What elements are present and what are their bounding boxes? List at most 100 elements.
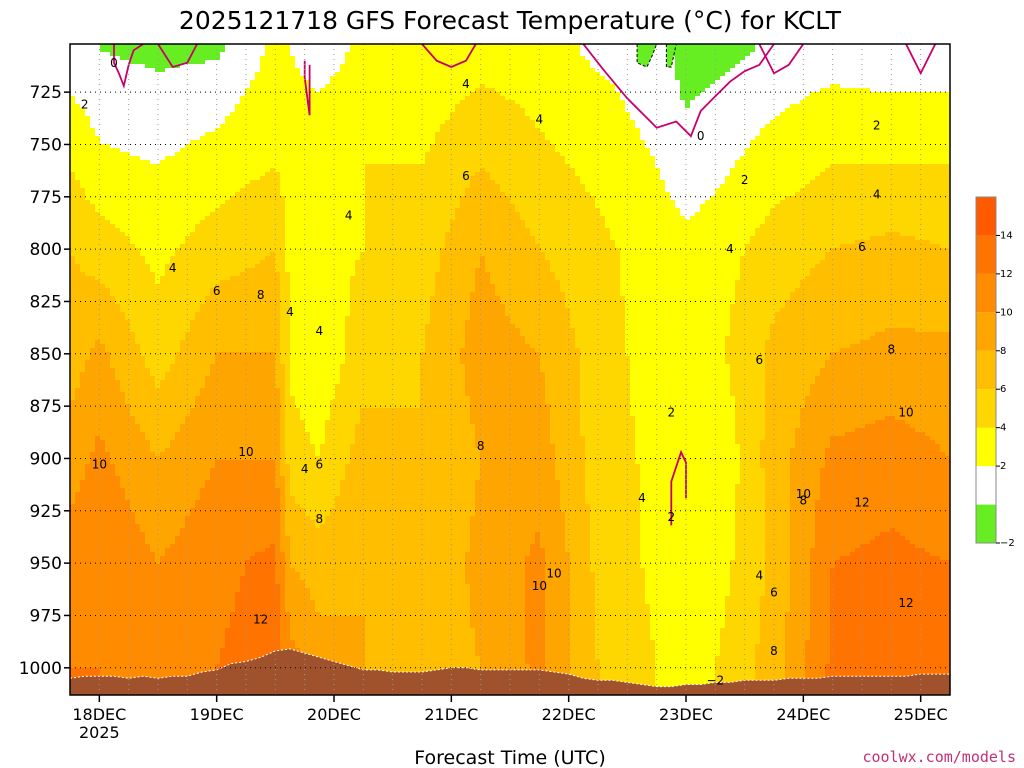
field-cell [750, 140, 756, 237]
field-cell [415, 408, 421, 695]
field-cell [570, 168, 576, 329]
field-cell [735, 484, 741, 695]
field-cell [485, 44, 491, 89]
field-cell [265, 256, 271, 353]
field-cell [470, 176, 476, 293]
field-cell [875, 332, 881, 421]
field-cell [620, 296, 626, 695]
field-cell [815, 500, 821, 695]
freezing-line [758, 44, 805, 75]
field-cell [925, 92, 931, 165]
field-cell [910, 544, 916, 695]
field-cell [440, 124, 446, 249]
field-cell [320, 44, 326, 89]
field-cell [825, 252, 831, 361]
field-cell [95, 44, 101, 137]
field-cell [245, 460, 251, 561]
field-cell [945, 92, 950, 165]
field-cell [170, 364, 176, 441]
field-cell [805, 44, 811, 97]
colorbar-tick-label: 4 [1000, 423, 1006, 434]
field-cell [435, 132, 441, 273]
field-cell [315, 456, 321, 529]
field-cell [695, 212, 701, 695]
field-cell [155, 44, 161, 73]
field-cell [845, 88, 851, 165]
field-cell [805, 640, 811, 695]
field-cell [860, 428, 866, 545]
field-cell [855, 164, 861, 241]
field-cell [555, 480, 561, 695]
field-cell [235, 460, 241, 593]
field-cell [395, 164, 401, 409]
field-cell [945, 248, 950, 333]
field-cell [380, 164, 386, 409]
colorbar-tick-label: −2 [1000, 538, 1015, 549]
field-cell [210, 212, 216, 289]
field-cell [820, 468, 826, 695]
field-cell [395, 44, 401, 165]
field-cell [930, 244, 936, 333]
field-cell [210, 60, 216, 133]
field-cell [535, 44, 541, 129]
field-cell [870, 540, 876, 695]
field-cell [110, 56, 116, 149]
field-cell [155, 284, 161, 389]
field-cell [90, 128, 96, 205]
field-cell [895, 92, 901, 165]
contour-label: 10 [546, 567, 561, 581]
field-cell [110, 148, 116, 225]
field-cell [420, 352, 426, 695]
field-cell [210, 132, 216, 213]
field-cell [200, 44, 206, 65]
field-cell [865, 88, 871, 165]
field-cell [385, 164, 391, 409]
field-cell [840, 436, 846, 557]
credit-link[interactable]: coolwx.com/models [862, 748, 1016, 766]
field-cell [320, 444, 326, 525]
field-cell [245, 560, 251, 695]
contour-label: 2 [668, 510, 676, 524]
field-cell [115, 380, 121, 477]
field-cell [750, 236, 756, 695]
field-cell [775, 116, 781, 205]
field-cell [195, 44, 201, 65]
field-cell [875, 420, 881, 537]
field-cell [795, 104, 801, 193]
field-cell [90, 452, 96, 669]
field-cell [190, 508, 196, 695]
field-cell [130, 244, 136, 333]
field-cell [115, 304, 121, 381]
field-cell [305, 44, 311, 81]
field-cell [300, 420, 306, 509]
field-cell [275, 488, 281, 585]
field-cell [590, 196, 596, 573]
field-cell [215, 284, 221, 353]
field-cell [380, 408, 386, 695]
field-cell [195, 396, 201, 501]
field-cell [95, 340, 101, 437]
field-cell [220, 52, 226, 125]
field-cell [845, 44, 851, 89]
field-cell [845, 432, 851, 557]
field-cell [150, 164, 156, 273]
field-cell [760, 128, 766, 225]
field-cell [840, 164, 846, 245]
field-cell [535, 532, 541, 695]
field-cell [290, 568, 296, 641]
field-cell [845, 556, 851, 695]
field-cell [540, 252, 546, 373]
field-cell [560, 512, 566, 695]
field-cell [325, 516, 331, 617]
field-cell [765, 124, 771, 217]
field-cell [685, 108, 691, 221]
colorbar-swatch [976, 427, 996, 467]
field-cell [210, 288, 216, 365]
field-cell [725, 176, 731, 337]
field-cell [140, 356, 146, 433]
field-cell [215, 60, 221, 129]
field-cell [770, 44, 776, 121]
field-cell [70, 504, 76, 669]
field-cell [565, 552, 571, 695]
field-cell [110, 44, 116, 57]
